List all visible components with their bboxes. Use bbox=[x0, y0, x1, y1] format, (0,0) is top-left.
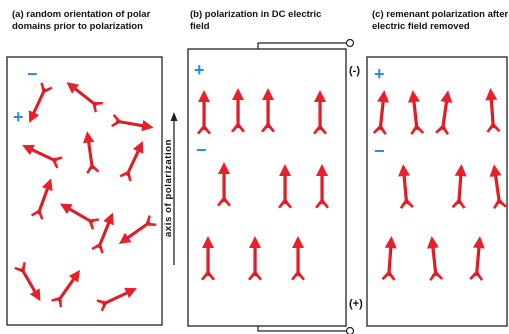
dipole-arrow bbox=[90, 210, 119, 255]
electrode-negative-label: (-) bbox=[349, 65, 360, 77]
caption-panel-b: (b) polarization in DC electric field bbox=[190, 9, 322, 32]
dipole-arrow bbox=[487, 163, 508, 210]
dipole-arrow bbox=[315, 164, 329, 209]
caption-panel-c: (c) remenant polarization after electric… bbox=[372, 9, 509, 32]
terminal-bottom bbox=[345, 326, 355, 334]
dipole-arrow bbox=[313, 90, 327, 135]
dipole-arrow bbox=[451, 163, 469, 209]
panel-a-frame bbox=[6, 56, 163, 326]
electrode-wire-bottom bbox=[257, 326, 346, 332]
dipole-arrow bbox=[278, 164, 292, 209]
dipole-arrow bbox=[469, 235, 487, 282]
dipole-arrow bbox=[291, 236, 305, 281]
dipole-arrow bbox=[56, 197, 100, 231]
charge-plus-a: + bbox=[13, 107, 24, 127]
dipole-arrow bbox=[50, 266, 86, 309]
electrode-positive-label: (+) bbox=[349, 298, 363, 310]
dipole-arrow bbox=[396, 163, 414, 210]
dipole-arrow bbox=[13, 261, 47, 305]
dipole-arrow bbox=[110, 113, 155, 135]
dipole-arrow bbox=[95, 282, 140, 313]
terminal-top bbox=[345, 38, 355, 48]
panel-a-arrows bbox=[13, 76, 158, 313]
panel-c-arrows bbox=[372, 87, 508, 282]
electrode-wire-top bbox=[257, 42, 346, 49]
dipole-arrow bbox=[405, 89, 425, 136]
dipole-arrow bbox=[217, 162, 231, 207]
dipole-arrow bbox=[23, 81, 54, 126]
charge-signs: − + + − + − bbox=[13, 60, 385, 161]
charge-minus-b: − bbox=[196, 140, 207, 160]
dipole-arrow bbox=[201, 236, 215, 281]
dipole-arrow bbox=[231, 88, 245, 133]
dipole-arrow bbox=[118, 138, 149, 183]
dipole-arrow bbox=[483, 87, 501, 133]
charge-plus-b: + bbox=[194, 60, 205, 80]
dipole-arrow bbox=[197, 90, 211, 135]
panel-b-frame bbox=[187, 48, 347, 327]
dipole-arrow bbox=[248, 236, 262, 281]
dipole-arrow bbox=[80, 130, 100, 175]
panel-b-arrows bbox=[197, 88, 329, 281]
charge-minus-a: − bbox=[27, 64, 38, 84]
dipole-arrow bbox=[62, 76, 104, 114]
dipole-arrow bbox=[434, 89, 455, 136]
dipole-arrow bbox=[381, 235, 399, 281]
dipole-arrow bbox=[115, 214, 158, 250]
charge-minus-c: − bbox=[374, 141, 385, 161]
charge-plus-c: + bbox=[374, 64, 385, 84]
dipole-arrow bbox=[19, 139, 64, 170]
axis-of-polarization-label: axis of polarization bbox=[163, 138, 174, 238]
dipole-arrow bbox=[261, 88, 275, 133]
axis-arrow-head bbox=[170, 112, 178, 121]
dipole-arrow bbox=[424, 235, 444, 282]
caption-panel-a: (a) random orientation of polar domains … bbox=[12, 9, 151, 32]
dipole-arrow bbox=[30, 176, 58, 221]
panel-c-frame bbox=[366, 56, 508, 327]
dipole-arrow bbox=[372, 89, 392, 136]
